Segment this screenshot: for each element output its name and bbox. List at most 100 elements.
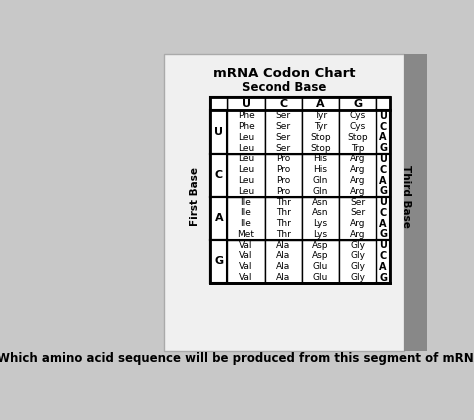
Bar [210,197,228,240]
Text: Gly: Gly [350,241,365,250]
Text: Gly: Gly [350,252,365,260]
Text: Cys: Cys [349,111,366,121]
Bar [228,197,264,240]
Bar [228,154,264,197]
Text: Ala: Ala [276,252,291,260]
Text: Pro: Pro [276,155,291,163]
Text: Ser: Ser [276,122,291,131]
Bar [210,97,390,283]
Text: Ser: Ser [276,144,291,153]
Text: Val: Val [239,273,253,282]
Text: mRNA Codon Chart: mRNA Codon Chart [213,67,355,80]
Text: C: C [380,251,387,261]
Text: Asn: Asn [312,208,328,218]
Bar [264,240,302,283]
Text: Arg: Arg [350,230,365,239]
Bar [302,154,339,197]
Text: Ala: Ala [276,262,291,271]
Bar [210,97,228,110]
Text: G: G [353,99,362,108]
Text: A: A [316,99,325,108]
Text: Asp: Asp [312,252,328,260]
Bar [376,240,390,283]
Text: Leu: Leu [238,155,254,163]
Text: Third Base: Third Base [401,165,410,228]
Text: Met: Met [237,230,255,239]
Text: Val: Val [239,262,253,271]
Text: C: C [380,122,387,131]
Bar [264,110,302,154]
Bar [302,240,339,283]
Text: U: U [242,99,251,108]
Bar [339,197,376,240]
Bar [376,97,390,110]
Text: Thr: Thr [276,219,291,228]
Text: Lys: Lys [313,230,328,239]
Bar [210,154,228,197]
Text: Gln: Gln [313,176,328,185]
Text: G: G [379,143,387,153]
Text: C: C [380,208,387,218]
Bar [264,154,302,197]
Text: Ala: Ala [276,241,291,250]
Text: Val: Val [239,252,253,260]
Text: Asn: Asn [312,197,328,207]
Text: Tyr: Tyr [314,122,327,131]
Bar [210,240,228,283]
Text: Ile: Ile [241,208,252,218]
Text: Ser: Ser [276,133,291,142]
Text: Arg: Arg [350,176,365,185]
Text: Arg: Arg [350,219,365,228]
Text: C: C [215,170,223,180]
Text: Ser: Ser [276,111,291,121]
Text: Pro: Pro [276,165,291,174]
Bar [210,110,228,154]
Text: Arg: Arg [350,165,365,174]
Text: A: A [380,132,387,142]
Text: Which amino acid sequence will be produced from this segment of mRNA?: Which amino acid sequence will be produc… [0,352,474,365]
Text: G: G [214,256,223,266]
Text: Pro: Pro [276,187,291,196]
Text: C: C [279,99,287,108]
Text: Trp: Trp [351,144,365,153]
Text: C: C [380,165,387,175]
Text: Stop: Stop [310,144,331,153]
Bar [339,154,376,197]
Text: Gln: Gln [313,187,328,196]
Text: Tyr: Tyr [314,111,327,121]
Text: Pro: Pro [276,176,291,185]
Text: Second Base: Second Base [242,81,326,94]
Text: Ala: Ala [276,273,291,282]
Text: G: G [379,273,387,283]
Text: Asp: Asp [312,241,328,250]
Text: Leu: Leu [238,176,254,185]
Text: Glu: Glu [313,273,328,282]
Text: Gly: Gly [350,273,365,282]
Text: Ser: Ser [350,197,365,207]
Text: His: His [313,165,328,174]
Bar [376,197,390,240]
Text: Leu: Leu [238,133,254,142]
Text: A: A [380,219,387,228]
Text: Thr: Thr [276,208,291,218]
Text: U: U [214,127,223,137]
Bar [264,197,302,240]
Text: U: U [379,240,387,250]
Text: Stop: Stop [347,133,368,142]
Text: G: G [379,186,387,196]
Bar [376,154,390,197]
Bar [302,97,339,110]
Text: Arg: Arg [350,155,365,163]
Bar [228,110,264,154]
Bar [228,97,264,110]
Bar [264,97,302,110]
Text: Phe: Phe [237,111,255,121]
Text: Gly: Gly [350,262,365,271]
Text: U: U [379,154,387,164]
Bar [404,54,427,351]
Text: Val: Val [239,241,253,250]
Bar [339,97,376,110]
Text: Ile: Ile [241,219,252,228]
Text: Ile: Ile [241,197,252,207]
Bar [376,110,390,154]
